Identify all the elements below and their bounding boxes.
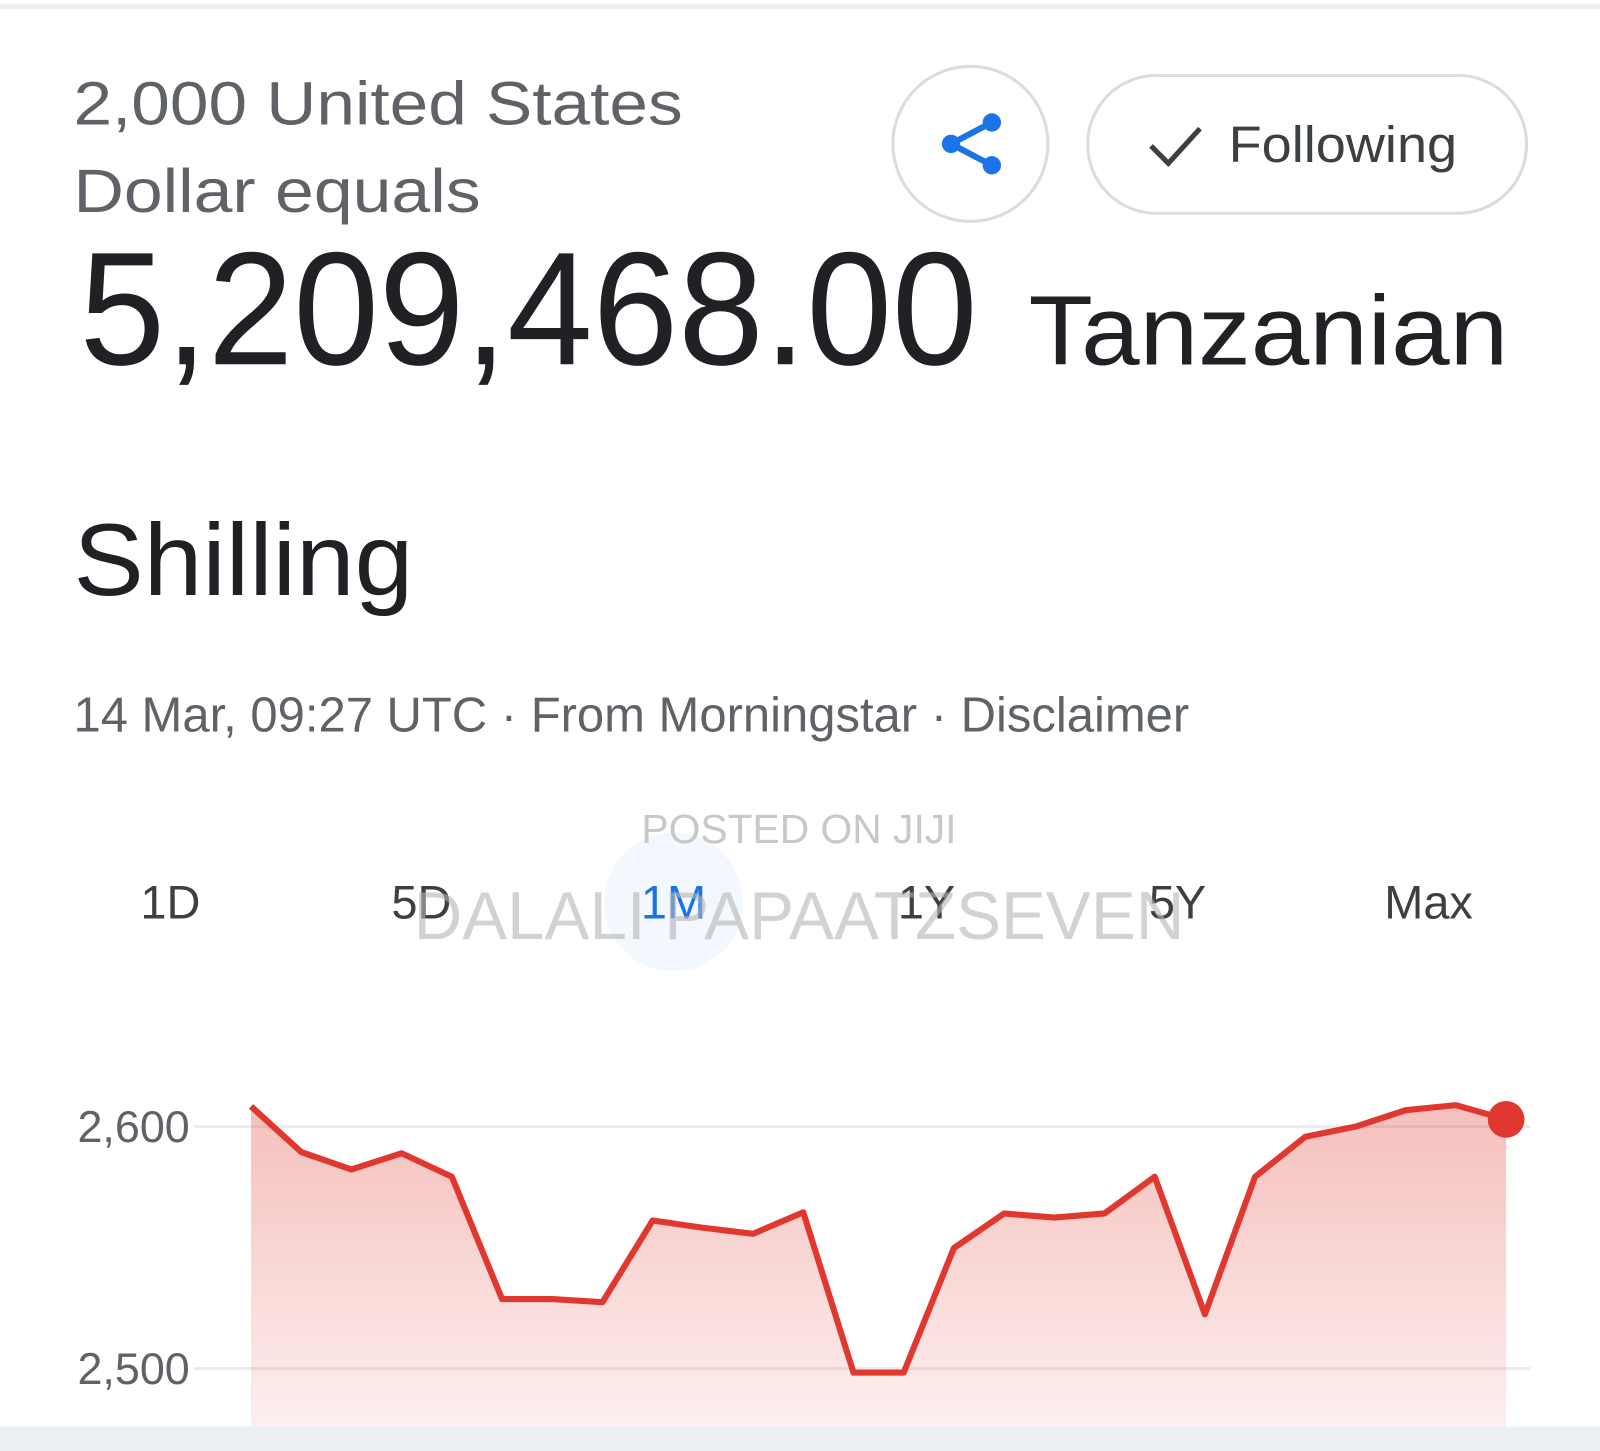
query-text: Dollar equals [73,157,480,225]
disclaimer-link[interactable]: Disclaimer [961,689,1190,743]
share-button[interactable] [891,64,1050,223]
following-label: Following [1229,116,1458,173]
share-icon-dot [941,134,961,154]
result-unit: Tanzanian [1029,275,1509,385]
check-icon [1149,126,1202,167]
share-icon-dot [982,113,1002,132]
query-text: 2,000 United States [73,69,682,137]
following-button-outline [1086,73,1529,215]
meta-line: 14 Mar, 09:27 UTC · From Morningstar · D… [73,689,1189,743]
result-unit: Shilling [73,503,413,617]
separator: · [931,689,947,743]
watermark: POSTED ON JIJI [641,806,956,852]
range-tab[interactable]: 1Y [898,876,955,928]
range-tab[interactable]: 1D [140,876,200,928]
watermark: DALALI PAPAATZSEVEN [414,879,1185,954]
range-tab[interactable]: 1M [641,876,706,928]
current-point [1487,1101,1525,1138]
area-fill [251,1105,1507,1427]
range-tabs: 1D 5D 1M 1Y 5Y Max [140,832,1473,972]
share-icon-dot [982,156,1002,175]
share-button-outline [891,64,1050,223]
range-tab[interactable]: Max [1384,876,1473,928]
range-tab[interactable]: 5Y [1149,876,1206,928]
bottom-bar [0,1426,1600,1451]
y-tick-label: 2,500 [77,1343,189,1394]
separator: · [501,689,517,743]
top-divider [0,4,1600,10]
source: From Morningstar [531,689,917,743]
y-tick-label: 2,600 [77,1101,189,1152]
updated-time: 14 Mar, 09:27 UTC [73,689,487,743]
result-amount: 5,209,468.00 [80,219,978,399]
price-line [248,1102,1507,1376]
range-tab[interactable]: 5D [391,876,451,928]
following-button[interactable]: Following [1086,73,1529,215]
selected-tab-highlight [604,832,743,972]
chart: 2,600 2,500 [77,1101,1531,1427]
